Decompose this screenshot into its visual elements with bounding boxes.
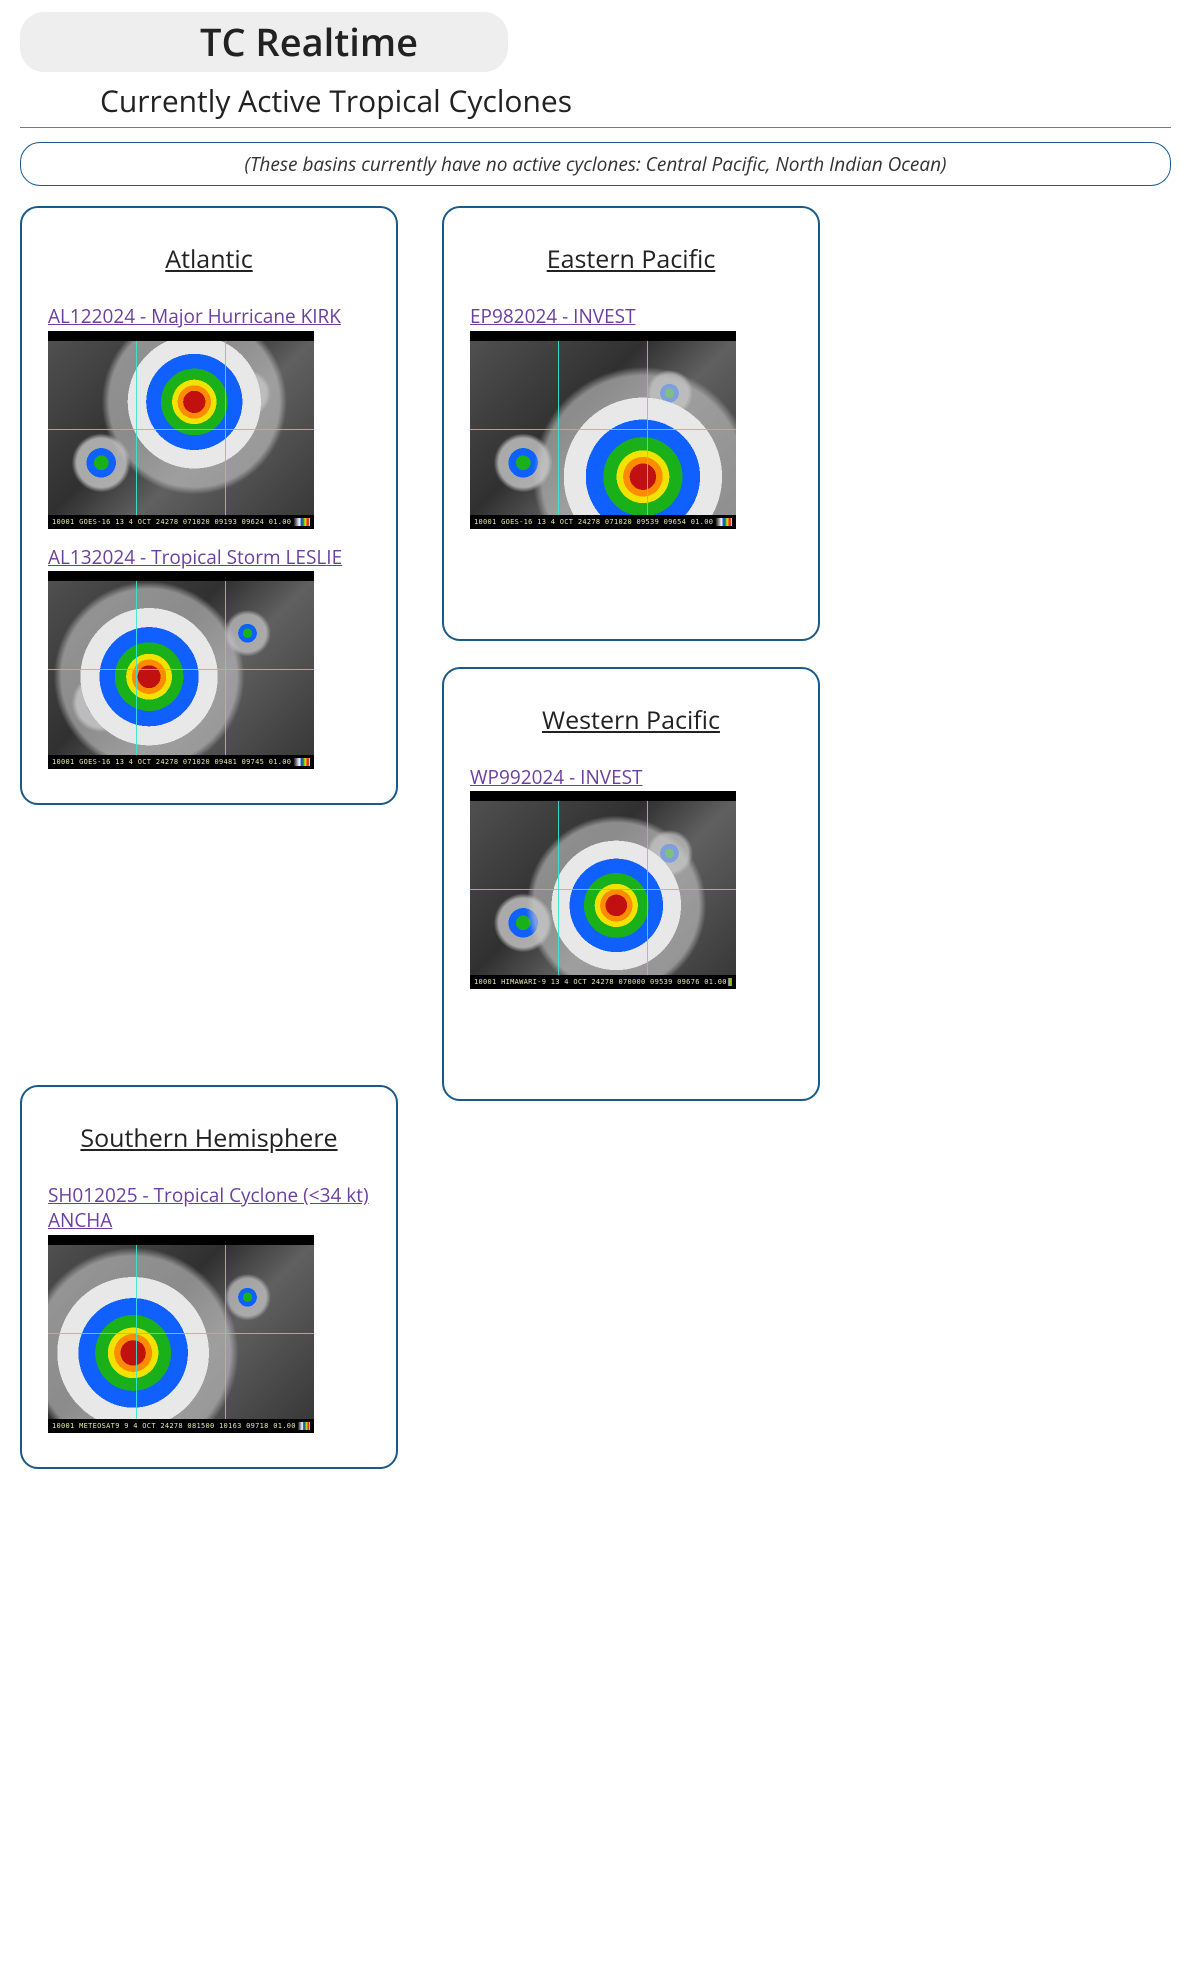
basin-card-atlantic: Atlantic AL122024 - Major Hurricane KIRK… xyxy=(20,206,398,805)
storm-link-al13[interactable]: AL132024 - Tropical Storm LESLIE xyxy=(48,545,342,570)
satellite-image[interactable]: 10001 GOES-16 13 4 OCT 24278 071020 0948… xyxy=(48,571,314,769)
satellite-footer-text: 10001 HIMAWARI-9 13 4 OCT 24278 070000 0… xyxy=(474,978,727,986)
storm-block: AL122024 - Major Hurricane KIRK 10001 GO… xyxy=(48,304,370,529)
satellite-footer-text: 10001 GOES-16 13 4 OCT 24278 071020 0953… xyxy=(474,518,713,526)
satellite-footer-text: 10001 GOES-16 13 4 OCT 24278 071020 0948… xyxy=(52,758,291,766)
color-palette xyxy=(291,758,310,766)
satellite-image[interactable]: 10001 GOES-16 13 4 OCT 24278 071020 0953… xyxy=(470,331,736,529)
color-palette xyxy=(291,518,310,526)
storm-block: AL132024 - Tropical Storm LESLIE 10001 G… xyxy=(48,545,370,770)
storm-link-sh01[interactable]: SH012025 - Tropical Cyclone (<34 kt) ANC… xyxy=(48,1183,370,1232)
divider xyxy=(20,127,1171,128)
basin-title: Southern Hemisphere xyxy=(48,1121,370,1155)
color-palette xyxy=(296,1422,310,1430)
basin-title: Western Pacific xyxy=(470,703,792,737)
inactive-basins-notice: (These basins currently have no active c… xyxy=(20,142,1171,186)
satellite-footer-text: 10001 METEOSAT9 9 4 OCT 24278 081500 101… xyxy=(52,1422,296,1430)
basin-title: Eastern Pacific xyxy=(470,242,792,276)
storm-link-ep98[interactable]: EP982024 - INVEST xyxy=(470,304,636,329)
basin-title: Atlantic xyxy=(48,242,370,276)
storm-link-al12[interactable]: AL122024 - Major Hurricane KIRK xyxy=(48,304,341,329)
storm-block: WP992024 - INVEST 10001 HIMAWARI-9 13 4 … xyxy=(470,765,792,990)
satellite-image[interactable]: 10001 HIMAWARI-9 13 4 OCT 24278 070000 0… xyxy=(470,791,736,989)
storm-link-wp99[interactable]: WP992024 - INVEST xyxy=(470,765,643,790)
color-palette xyxy=(713,518,732,526)
basin-card-wpac: Western Pacific WP992024 - INVEST 10001 … xyxy=(442,667,820,1102)
storm-block: SH012025 - Tropical Cyclone (<34 kt) ANC… xyxy=(48,1183,370,1432)
satellite-image[interactable]: 10001 METEOSAT9 9 4 OCT 24278 081500 101… xyxy=(48,1235,314,1433)
color-palette xyxy=(727,978,732,986)
satellite-image[interactable]: 10001 GOES-16 13 4 OCT 24278 071020 0919… xyxy=(48,331,314,529)
storm-block: EP982024 - INVEST 10001 GOES-16 13 4 OCT… xyxy=(470,304,792,529)
page-title: TC Realtime xyxy=(200,16,418,68)
page-title-pill: TC Realtime xyxy=(20,12,508,72)
basin-card-epac: Eastern Pacific EP982024 - INVEST 10001 … xyxy=(442,206,820,641)
satellite-footer-text: 10001 GOES-16 13 4 OCT 24278 071020 0919… xyxy=(52,518,291,526)
basin-card-shem: Southern Hemisphere SH012025 - Tropical … xyxy=(20,1085,398,1468)
page-subtitle: Currently Active Tropical Cyclones xyxy=(100,80,1171,121)
